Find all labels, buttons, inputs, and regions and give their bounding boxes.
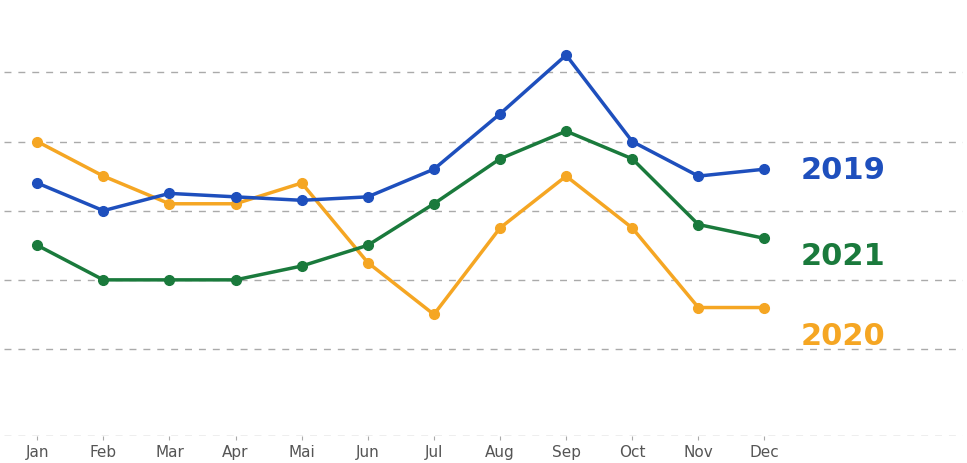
Text: 2019: 2019	[801, 156, 886, 184]
Text: 2021: 2021	[801, 242, 886, 270]
Text: 2020: 2020	[801, 321, 886, 350]
